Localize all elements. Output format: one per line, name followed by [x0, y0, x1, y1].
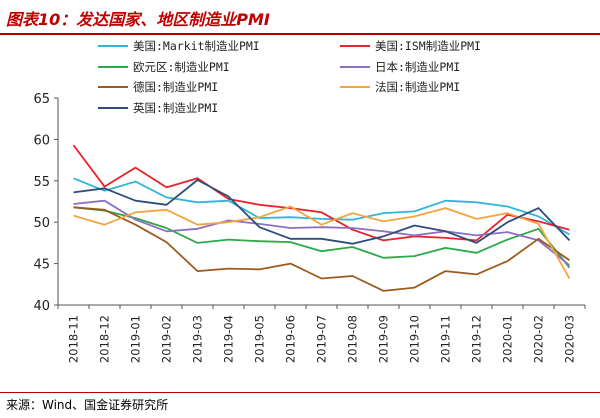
x-tick-label: 2019-05	[253, 315, 267, 363]
x-tick-label: 2018-12	[98, 315, 112, 363]
x-tick-label: 2018-11	[67, 315, 81, 363]
x-tick-label: 2020-02	[532, 315, 546, 363]
x-tick-label: 2019-11	[439, 315, 453, 363]
series-line	[73, 206, 571, 292]
x-tick-label: 2020-03	[563, 315, 577, 363]
series-line	[73, 205, 571, 279]
legend-label: 美国:Markit制造业PMI	[133, 39, 260, 53]
x-tick-label: 2019-09	[377, 315, 391, 363]
legend-label: 英国:制造业PMI	[133, 101, 218, 115]
y-tick-label: 50	[33, 216, 50, 231]
y-tick-label: 45	[33, 258, 50, 273]
y-tick-label: 40	[33, 299, 50, 314]
series-line	[73, 199, 571, 267]
x-tick-label: 2019-01	[129, 315, 143, 363]
series-line	[72, 144, 570, 242]
y-tick-label: 55	[33, 175, 50, 190]
legend-label: 法国:制造业PMI	[375, 80, 460, 94]
x-tick-label: 2019-12	[470, 315, 484, 363]
chart-title: 图表10：发达国家、地区制造业PMI	[6, 10, 270, 29]
x-tick-label: 2019-07	[315, 315, 329, 363]
y-tick-label: 65	[33, 92, 50, 107]
x-tick-label: 2019-02	[160, 315, 174, 363]
title-bar: 图表10：发达国家、地区制造业PMI	[0, 0, 600, 35]
source-divider	[0, 392, 600, 393]
x-tick-label: 2019-06	[284, 315, 298, 363]
legend-label: 欧元区:制造业PMI	[133, 60, 230, 74]
y-tick-label: 60	[33, 133, 50, 148]
x-tick-label: 2019-08	[346, 315, 360, 363]
legend-label: 美国:ISM制造业PMI	[375, 39, 481, 53]
legend-label: 日本:制造业PMI	[375, 60, 460, 74]
series-line	[73, 177, 570, 236]
legend-label: 德国:制造业PMI	[133, 80, 218, 94]
series-line	[73, 179, 571, 245]
title-divider	[0, 33, 600, 35]
x-tick-label: 2019-03	[191, 315, 205, 363]
x-tick-label: 2019-04	[222, 315, 236, 363]
x-tick-label: 2020-01	[501, 315, 515, 363]
x-tick-label: 2019-10	[408, 315, 422, 363]
source-note: 来源：Wind、国金证券研究所	[6, 398, 169, 412]
pmi-line-chart: 40 45 50 55 60 65 2018-11 2018-12 2019-01 2019-02…	[33, 39, 586, 363]
series-line	[73, 206, 571, 269]
